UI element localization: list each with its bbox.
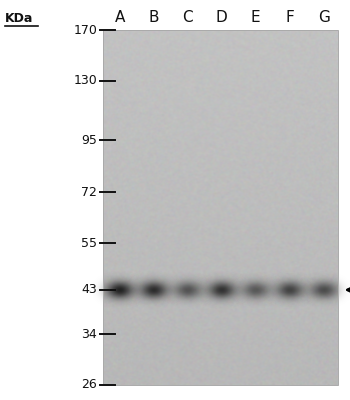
Text: 34: 34 (82, 328, 97, 341)
Text: 43: 43 (82, 283, 97, 296)
Text: 130: 130 (74, 74, 97, 87)
Bar (103, 30, 338, 385)
Text: 72: 72 (81, 186, 97, 199)
Text: 95: 95 (81, 134, 97, 146)
Text: E: E (251, 10, 260, 25)
Text: 170: 170 (74, 24, 97, 36)
Text: KDa: KDa (5, 12, 33, 25)
Text: G: G (318, 10, 330, 25)
Text: D: D (216, 10, 228, 25)
Text: A: A (114, 10, 125, 25)
Text: B: B (148, 10, 159, 25)
Text: 55: 55 (81, 237, 97, 250)
Text: 26: 26 (82, 378, 97, 392)
Text: F: F (285, 10, 294, 25)
Text: C: C (182, 10, 193, 25)
